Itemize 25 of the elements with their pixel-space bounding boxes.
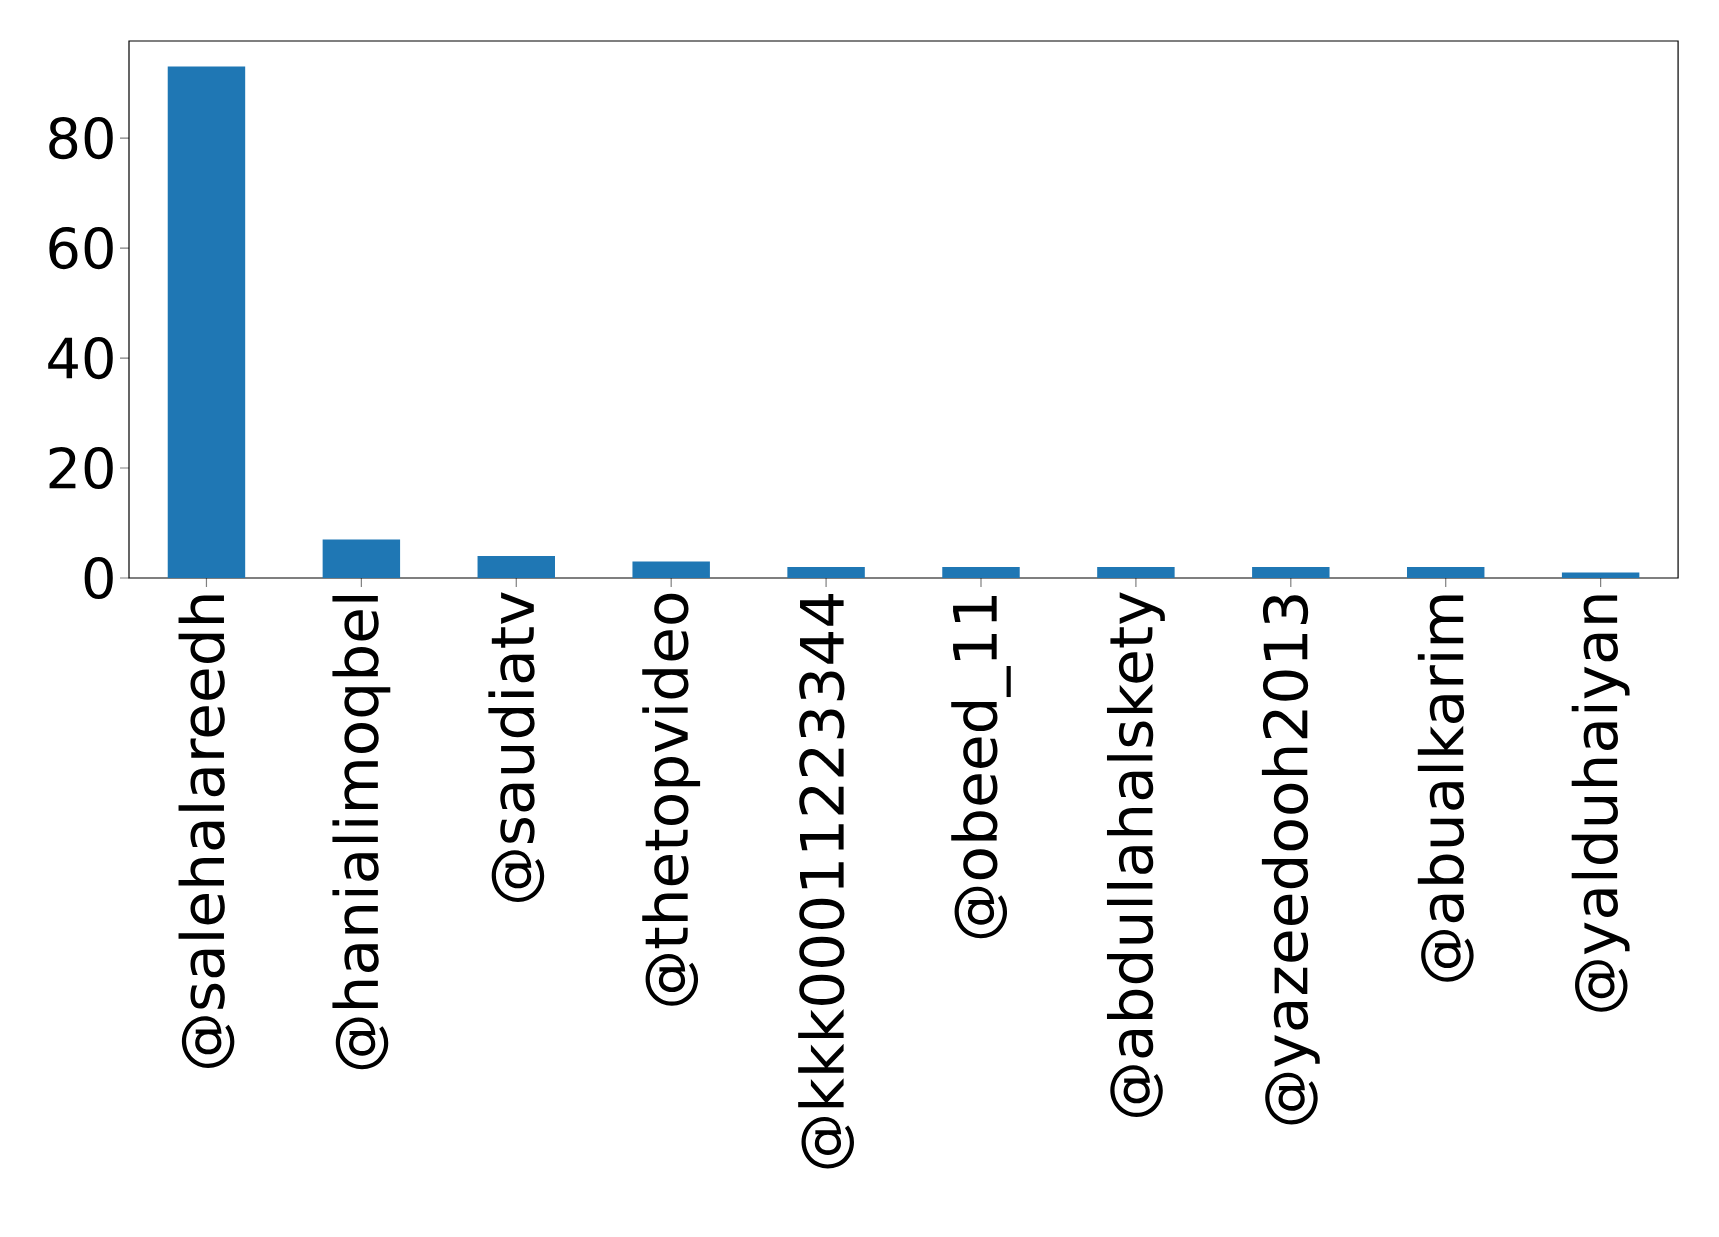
y-tick-label: 40 [48,336,113,380]
x-tick-label: @hanialimoqbel [332,596,391,1070]
y-tick-label: 0 [84,556,113,600]
bar [167,66,246,578]
y-tick-label: 80 [49,116,113,160]
bar [632,561,710,578]
x-tick-label: @kkk00011223344 [798,594,854,1169]
bar [322,539,401,578]
x-tick-label: @abdullahalskety [1106,592,1165,1117]
bar [787,567,865,578]
x-tick-label: @abualkarim [1417,595,1474,982]
bar [477,556,555,578]
bar [942,567,1020,578]
x-tick-label: @obeed_11 [951,596,1011,939]
bar [1561,572,1640,578]
y-tick-label: 20 [49,446,113,490]
x-tick-label: @saudiatv [488,592,545,903]
x-tick-label: @thetopvideo [642,593,701,1006]
y-tick-label: 60 [49,226,113,270]
x-tick-label: @salehalareedh [178,595,235,1068]
bar [1252,567,1330,578]
bar [1406,567,1485,578]
x-tick-label: @yalduhaiyan [1571,595,1630,1012]
x-tick-label: @yazeedooh2013 [1261,595,1320,1125]
bar [1097,567,1175,578]
